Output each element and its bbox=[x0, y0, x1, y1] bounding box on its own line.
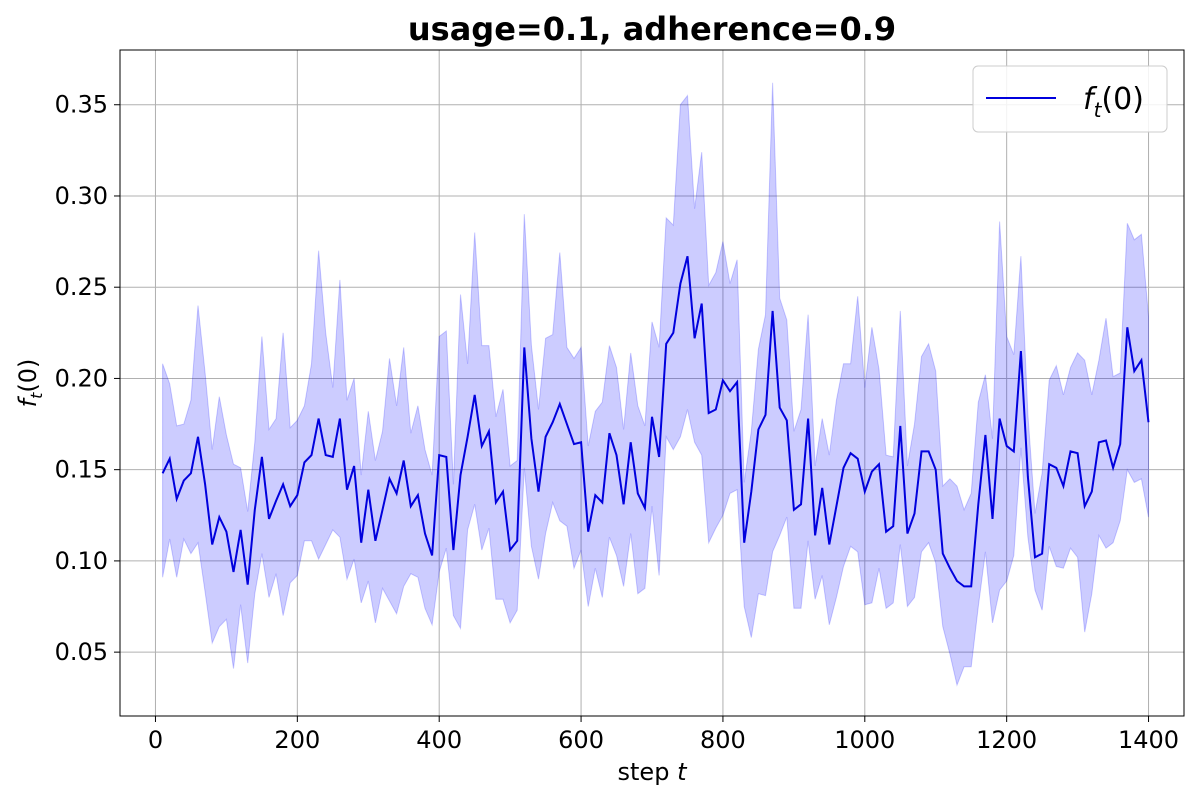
legend-box bbox=[972, 65, 1168, 133]
x-axis-ticks: 0 200 400 600 800 1000 1200 1400 bbox=[148, 716, 1179, 754]
x-tick-label: 200 bbox=[274, 726, 320, 754]
y-tick-label: 0.35 bbox=[55, 91, 108, 119]
series-line bbox=[161, 255, 1150, 588]
x-tick-label: 600 bbox=[558, 726, 604, 754]
plot-frame bbox=[119, 49, 1185, 717]
x-tick-label: 1400 bbox=[1118, 726, 1179, 754]
chart-title: usage=0.1, adherence=0.9 bbox=[408, 10, 896, 48]
x-tick-label: 400 bbox=[416, 726, 462, 754]
legend: ft(0) bbox=[972, 65, 1168, 133]
y-tick-label: 0.30 bbox=[55, 182, 108, 210]
x-tick-label: 1000 bbox=[834, 726, 895, 754]
y-tick-label: 0.05 bbox=[55, 638, 108, 666]
y-tick-label: 0.15 bbox=[55, 456, 108, 484]
x-tick-label: 1200 bbox=[976, 726, 1037, 754]
y-tick-label: 0.20 bbox=[55, 364, 108, 392]
x-tick-label: 0 bbox=[148, 726, 163, 754]
confidence-band bbox=[162, 82, 1149, 687]
x-tick-label: 800 bbox=[700, 726, 746, 754]
y-axis-title: ft(0) bbox=[14, 359, 46, 408]
y-axis-ticks: 0.05 0.10 0.15 0.20 0.25 0.30 0.35 bbox=[55, 91, 120, 666]
legend-label: ft(0) bbox=[1083, 82, 1144, 122]
y-tick-label: 0.25 bbox=[55, 273, 108, 301]
y-tick-label: 0.10 bbox=[55, 547, 108, 575]
x-axis-title: step t bbox=[618, 758, 689, 786]
